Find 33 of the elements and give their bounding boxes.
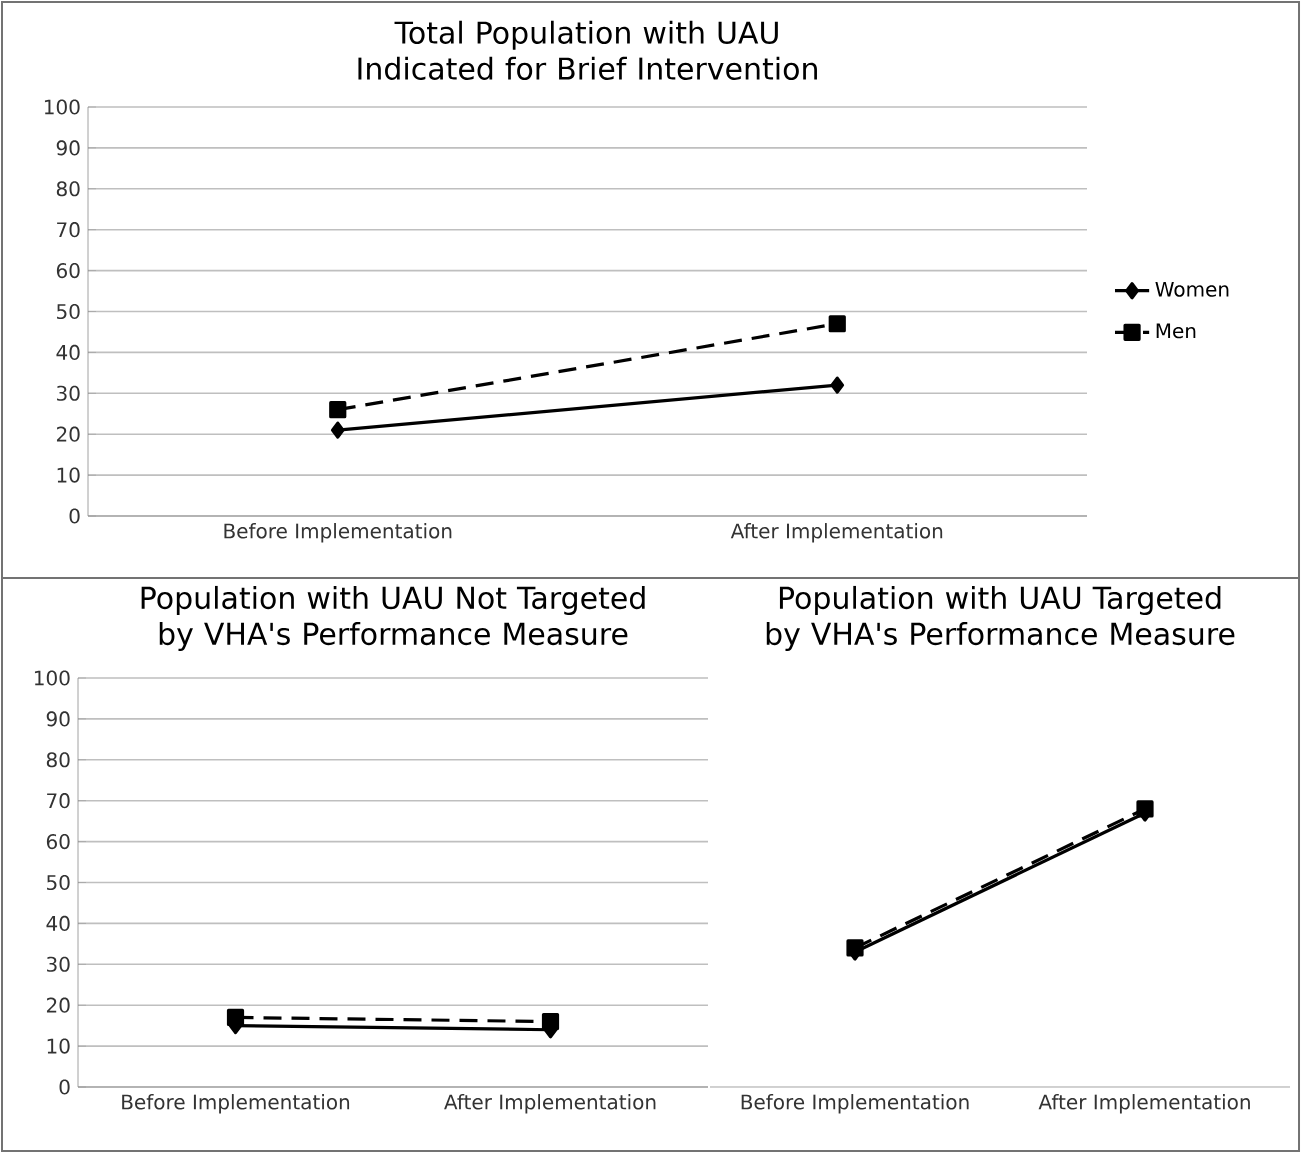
y-tick-label: 40 bbox=[56, 344, 80, 360]
y-tick-label: 90 bbox=[56, 140, 80, 156]
y-tick-label: 0 bbox=[69, 508, 80, 524]
y-tick-label: 70 bbox=[57, 222, 80, 238]
y-tick-label: 100 bbox=[44, 99, 80, 115]
y-tick-label: 60 bbox=[46, 834, 70, 850]
y-tick-label: 0 bbox=[59, 1079, 70, 1095]
y-tick-label: 30 bbox=[57, 385, 80, 401]
x-tick-label: After Implementation bbox=[730, 523, 943, 543]
x-tick-label: Before Implementation bbox=[741, 1094, 969, 1114]
y-tick-label: 50 bbox=[47, 874, 70, 891]
y-tick-label: 100 bbox=[34, 670, 70, 686]
y-tick-label: 40 bbox=[46, 915, 70, 931]
y-tick-label: 70 bbox=[47, 793, 70, 809]
y-tick-label: 20 bbox=[56, 426, 80, 442]
x-tick-label: After Implementation bbox=[444, 1094, 656, 1114]
y-tick-label: 60 bbox=[56, 263, 80, 279]
y-tick-label: 10 bbox=[57, 467, 80, 483]
y-tick-label: 80 bbox=[46, 752, 70, 768]
y-tick-label: 80 bbox=[56, 181, 80, 197]
legend-label: Women bbox=[1155, 281, 1229, 297]
x-tick-label: After Implementation bbox=[1038, 1094, 1250, 1114]
x-tick-label: Before Implementation bbox=[224, 523, 452, 543]
y-tick-label: 90 bbox=[46, 711, 70, 727]
x-tick-label: Before Implementation bbox=[122, 1094, 350, 1114]
y-tick-label: 10 bbox=[47, 1038, 70, 1054]
chart-title: Population with UAU Targeted by VHA's Performance Measure bbox=[766, 585, 1235, 651]
y-tick-label: 20 bbox=[46, 997, 70, 1013]
chart-title: Total Population with UAU Indicated for Brief Intervention bbox=[358, 20, 817, 80]
legend-label: Men bbox=[1156, 323, 1196, 339]
chart-title: Population with UAU Not Targeted by VHA's Performance Measure bbox=[141, 585, 645, 651]
y-tick-label: 30 bbox=[47, 956, 70, 972]
y-tick-label: 50 bbox=[57, 303, 80, 320]
